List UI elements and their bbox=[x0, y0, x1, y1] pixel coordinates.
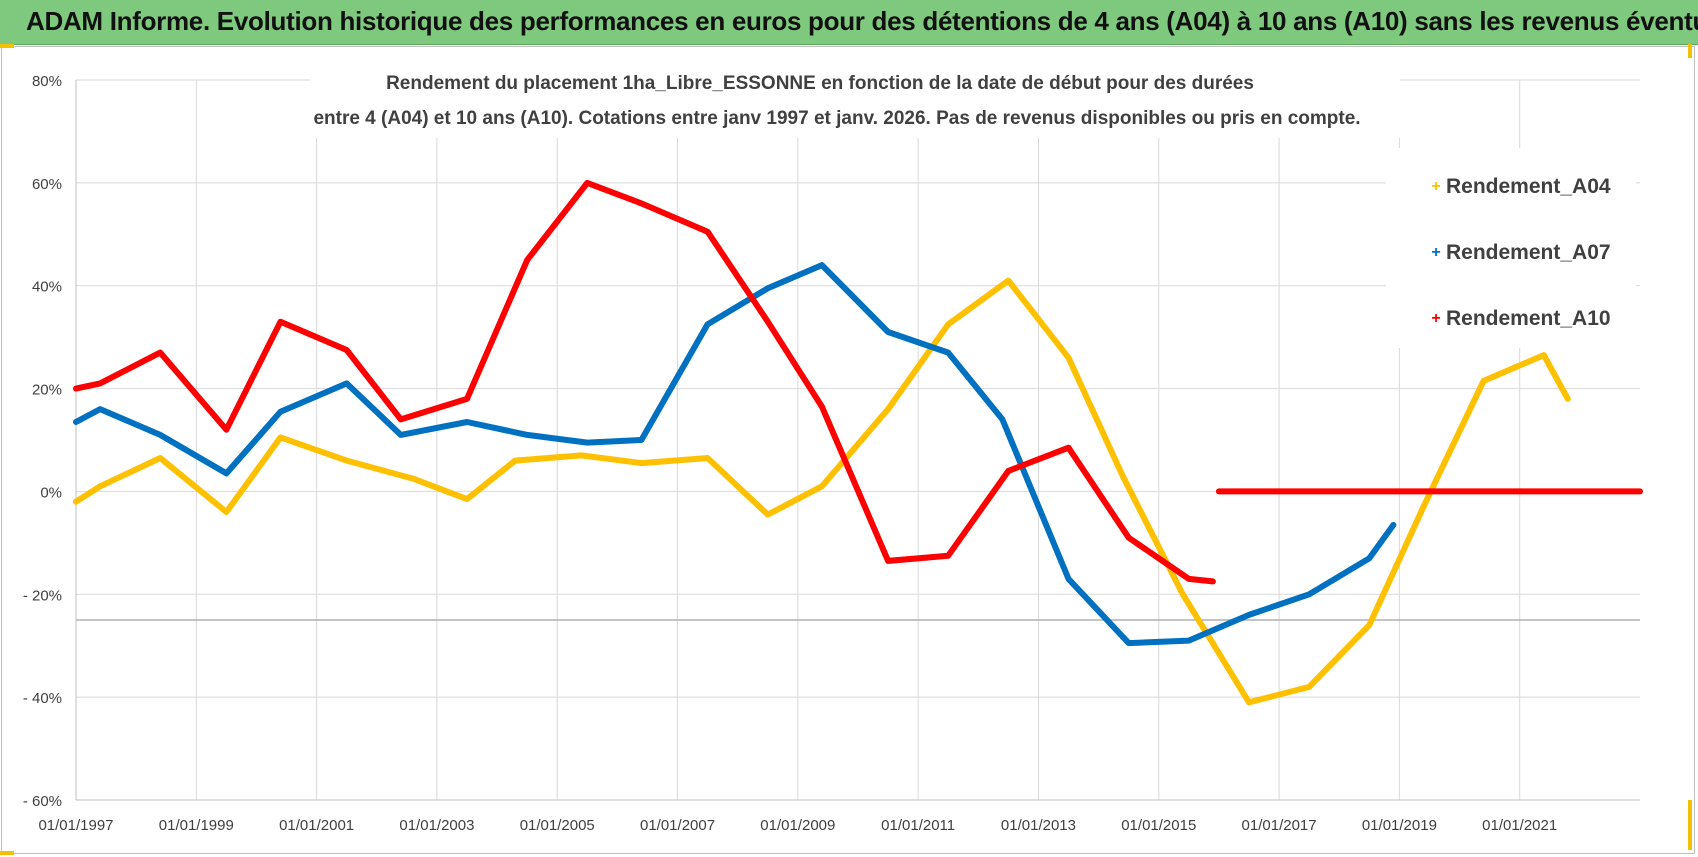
corner-mark bbox=[1688, 44, 1692, 58]
y-tick-label: 40% bbox=[32, 279, 62, 296]
axes: 80% 60% 40% 20% 0% - 20% - 40% - 60% 01/01/1997 0… bbox=[23, 73, 1640, 834]
series-line-a07 bbox=[73, 262, 1397, 647]
corner-mark bbox=[0, 851, 14, 855]
chart-title-line2: entre 4 (A04) et 10 ans (A10). Cotations… bbox=[313, 108, 1360, 129]
x-tick-label: 01/01/2015 bbox=[1121, 817, 1196, 834]
y-tick-label: - 60% bbox=[23, 793, 62, 810]
x-tick-label: 01/01/1997 bbox=[38, 817, 113, 834]
chart-title-line1: Rendement du placement 1ha_Libre_ESSONNE… bbox=[386, 73, 1254, 94]
y-tick-label: 0% bbox=[40, 484, 62, 501]
x-tick-label: 01/01/2003 bbox=[399, 817, 474, 834]
x-tick-label: 01/01/2007 bbox=[640, 817, 715, 834]
chart-title-background bbox=[310, 70, 1400, 138]
legend-label: Rendement_A04 bbox=[1446, 175, 1611, 198]
header-bar: ADAM Informe. Evolution historique des p… bbox=[0, 0, 1698, 45]
x-tick-label: 01/01/2013 bbox=[1001, 817, 1076, 834]
corner-mark bbox=[0, 44, 14, 48]
y-tick-label: 60% bbox=[32, 176, 62, 193]
legend-marker: + bbox=[1431, 244, 1440, 261]
x-tick-label: 01/01/1999 bbox=[159, 817, 234, 834]
y-tick-label: - 40% bbox=[23, 690, 62, 707]
x-tick-label: 01/01/2017 bbox=[1242, 817, 1317, 834]
legend-label: Rendement_A10 bbox=[1446, 307, 1611, 330]
x-tick-label: 01/01/2011 bbox=[881, 817, 955, 834]
x-tick-label: 01/01/2009 bbox=[760, 817, 835, 834]
page-title: ADAM Informe. Evolution historique des p… bbox=[26, 6, 1698, 36]
legend: + Rendement_A04 + Rendement_A07 + Rendement_A… bbox=[1386, 148, 1636, 348]
x-tick-label: 01/01/2019 bbox=[1362, 817, 1437, 834]
corner-mark bbox=[1688, 800, 1692, 850]
legend-label: Rendement_A07 bbox=[1446, 241, 1611, 264]
x-tick-label: 01/01/2021 bbox=[1482, 817, 1557, 834]
y-tick-label: 80% bbox=[32, 73, 62, 90]
chart-frame bbox=[1, 46, 1695, 854]
y-tick-label: 20% bbox=[32, 382, 62, 399]
x-tick-label: 01/01/2001 bbox=[279, 817, 354, 834]
y-tick-label: - 20% bbox=[23, 587, 62, 604]
series-line-a04 bbox=[73, 277, 1571, 706]
legend-marker: + bbox=[1431, 310, 1440, 327]
legend-marker: + bbox=[1431, 178, 1440, 195]
chart-title-box: Rendement du placement 1ha_Libre_ESSONNE… bbox=[310, 70, 1400, 138]
series-group bbox=[73, 179, 1643, 706]
series-line-a10 bbox=[73, 179, 1216, 585]
x-tick-label: 01/01/2005 bbox=[520, 817, 595, 834]
legend-background bbox=[1386, 148, 1636, 348]
